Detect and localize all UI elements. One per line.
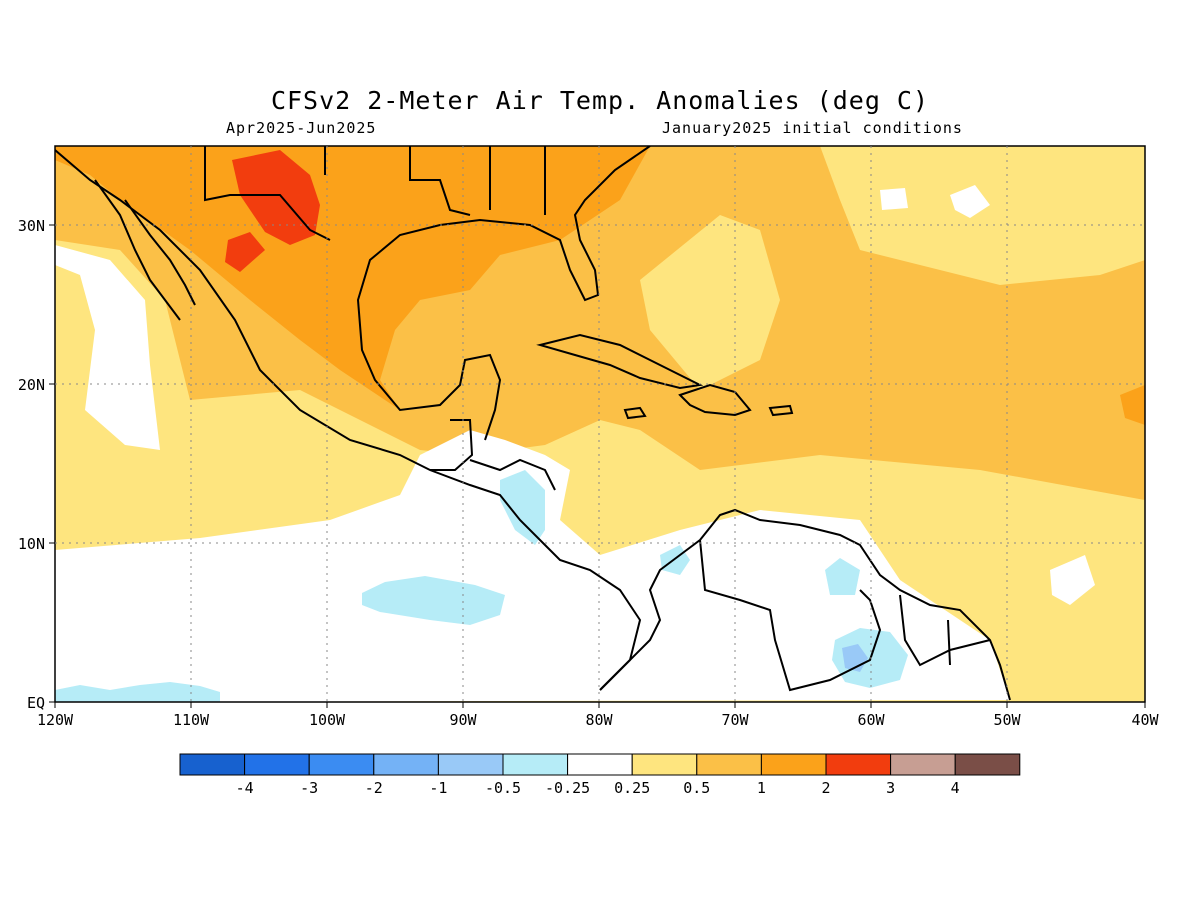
legend-swatch	[179, 753, 246, 776]
legend-label: -3	[300, 779, 318, 797]
legend-swatch	[244, 753, 310, 776]
forecast-period: Apr2025-Jun2025	[226, 119, 377, 137]
anomaly-fill-neutral	[55, 430, 1010, 702]
anomaly-fill-1-2	[55, 146, 650, 410]
legend-swatch	[890, 753, 956, 776]
legend-label: -1	[429, 779, 447, 797]
legend-swatch	[308, 753, 375, 776]
chart-title: CFSv2 2-Meter Air Temp. Anomalies (deg C…	[270, 86, 930, 115]
legend-label: -2	[365, 779, 383, 797]
legend-swatch	[825, 753, 892, 776]
lon-label: 40W	[1131, 711, 1159, 729]
lon-label: 110W	[173, 711, 210, 729]
color-legend: -4 -3 -2 -1 -0.5 -0.25 0.25 0.5 1 2 3 4	[179, 753, 1021, 797]
anomaly-fill-neg-0.25	[500, 470, 545, 545]
grid	[55, 146, 1145, 702]
legend-swatch	[437, 753, 504, 776]
legend-swatch	[696, 753, 762, 776]
anomaly-fill-2-3	[232, 150, 320, 245]
anomaly-fill-neutral	[880, 188, 908, 210]
anomaly-fill-neutral	[950, 185, 990, 218]
anomaly-fill-neg-0.25	[362, 576, 505, 625]
lat-label: 30N	[18, 217, 45, 235]
anomaly-fill-neutral	[55, 245, 160, 450]
legend-swatch	[760, 753, 827, 776]
legend-label: -4	[236, 779, 254, 797]
legend-swatch	[567, 753, 633, 776]
anomaly-fill-1-2	[1120, 385, 1145, 425]
lat-label: EQ	[27, 694, 45, 712]
legend-swatch	[631, 753, 698, 776]
legend-label: 1	[757, 779, 766, 797]
lon-label: 50W	[993, 711, 1021, 729]
lon-label: 90W	[449, 711, 477, 729]
legend-label: 0.5	[683, 779, 710, 797]
legend-label: 2	[821, 779, 830, 797]
anomaly-fill-neg-0.25	[825, 558, 860, 595]
lon-label: 70W	[721, 711, 749, 729]
anomaly-fill-neg-0.25	[55, 682, 220, 702]
legend-swatch	[954, 753, 1021, 776]
legend-swatch	[502, 753, 569, 776]
legend-label: 3	[886, 779, 895, 797]
legend-label: -0.25	[545, 779, 590, 797]
anomaly-fill-0.25-0.5	[640, 215, 780, 390]
legend-label: 4	[951, 779, 960, 797]
lon-label: 120W	[37, 711, 74, 729]
lon-label: 80W	[585, 711, 613, 729]
anomaly-fill-0.25-0.5	[820, 146, 1145, 285]
anomaly-field	[55, 146, 1145, 702]
legend-label: 0.25	[614, 779, 650, 797]
initial-conditions: January2025 initial conditions	[662, 119, 963, 137]
anomaly-fill-2-3	[225, 232, 265, 272]
lon-label: 60W	[857, 711, 885, 729]
lat-label: 20N	[18, 376, 45, 394]
axis-ticks	[49, 224, 1146, 708]
lon-label: 100W	[309, 711, 346, 729]
legend-swatch	[373, 753, 439, 776]
lat-label: 10N	[18, 535, 45, 553]
legend-label: -0.5	[485, 779, 521, 797]
anomaly-fill-neutral	[1050, 555, 1095, 605]
map-frame	[54, 145, 1146, 703]
latitude-labels: EQ 10N 20N 30N	[18, 217, 45, 712]
coastlines	[55, 146, 1011, 701]
longitude-labels: 120W 110W 100W 90W 80W 70W 60W 50W 40W	[37, 711, 1160, 729]
